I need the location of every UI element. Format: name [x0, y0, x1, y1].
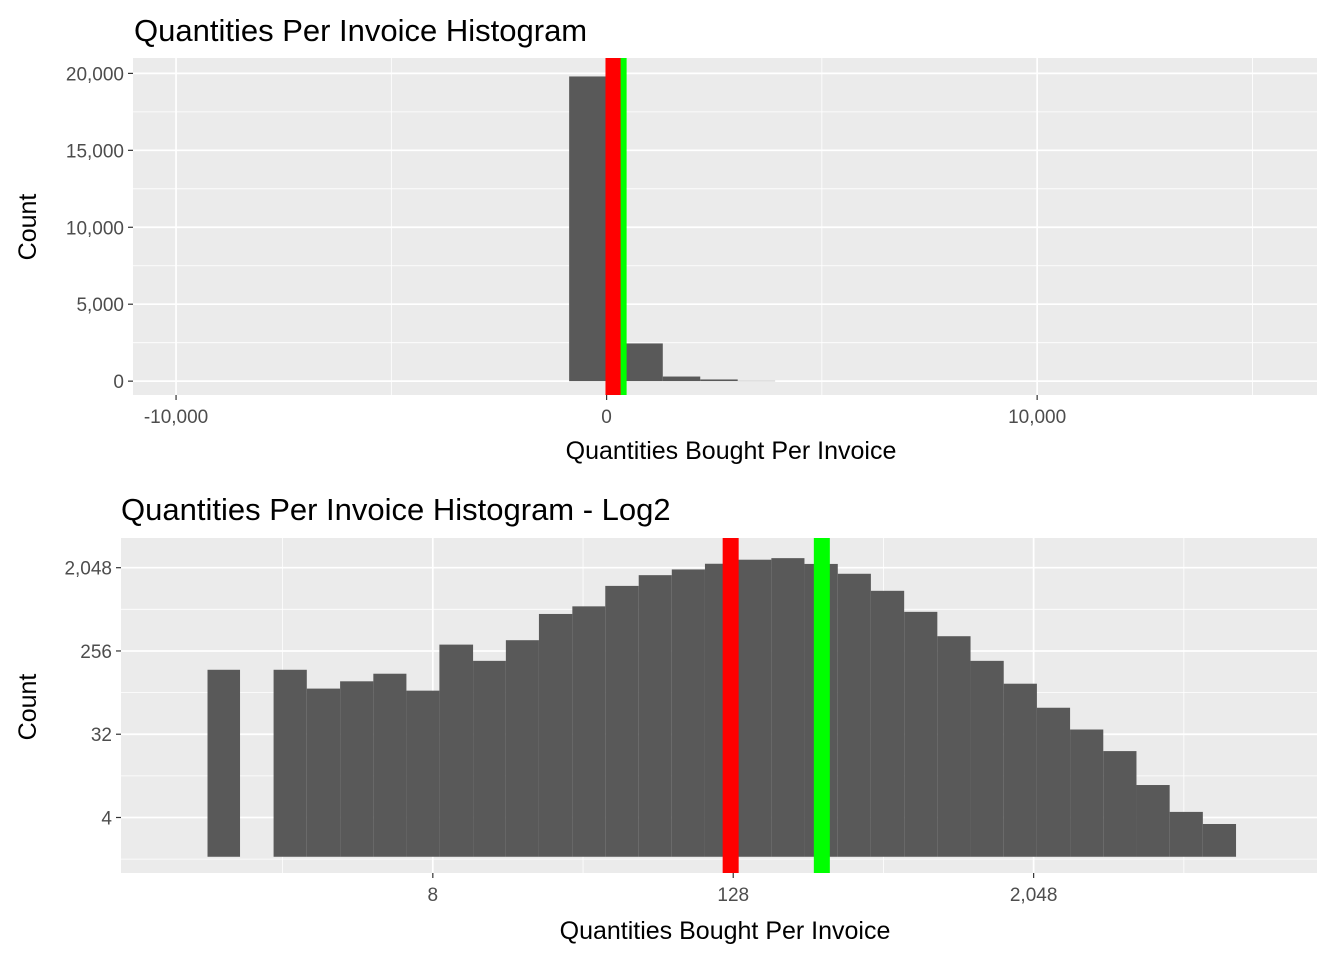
- y-axis-ticks: 4 32 256 2,048: [64, 559, 121, 829]
- y-tick-label: 32: [91, 725, 112, 746]
- x-tick-label: 2,048: [1010, 885, 1058, 906]
- histogram-log2-panel: Quantities Per Invoice Histogram - Log2 …: [14, 492, 1317, 945]
- histogram-bar: [273, 669, 307, 857]
- histogram-bar: [937, 636, 971, 857]
- histogram-bar: [505, 640, 539, 857]
- y-tick-label: 15,000: [66, 141, 124, 162]
- x-axis-title: Quantities Bought Per Invoice: [566, 437, 897, 465]
- histogram-bar: [306, 688, 341, 857]
- histogram-bar: [700, 379, 738, 382]
- y-tick-label: 5,000: [76, 295, 124, 316]
- x-axis-ticks: -10,000 0 10,000: [144, 395, 1066, 428]
- histogram-bar: [625, 343, 663, 382]
- y-tick-label: 4: [101, 808, 112, 829]
- y-tick-label: 2,048: [64, 559, 112, 580]
- reference-lines: [722, 538, 830, 873]
- chart-title: Quantities Per Invoice Histogram - Log2: [121, 492, 671, 527]
- histogram-bar: [970, 660, 1004, 857]
- y-tick-label: 20,000: [66, 64, 124, 85]
- histogram-bar: [671, 569, 705, 857]
- x-axis-ticks: 8 128 2,048: [428, 873, 1058, 906]
- y-tick-label: 10,000: [66, 218, 124, 239]
- histogram-bar: [538, 613, 573, 857]
- y-tick-label: 0: [113, 372, 124, 393]
- histogram-bar: [1003, 683, 1037, 857]
- histogram-bars: [569, 76, 776, 382]
- histogram-bar: [662, 376, 701, 382]
- histogram-bar: [1169, 811, 1203, 857]
- histogram-bar: [1103, 751, 1137, 857]
- histogram-linear-panel: Quantities Per Invoice Histogram 0 5,000 1…: [14, 13, 1317, 465]
- y-tick-label: 256: [80, 642, 112, 663]
- x-axis-title: Quantities Bought Per Invoice: [560, 917, 891, 945]
- histogram-bars: [207, 558, 1237, 857]
- histogram-bar: [771, 558, 805, 857]
- histogram-bar: [1202, 823, 1237, 857]
- reference-lines: [605, 58, 627, 395]
- histogram-bar: [473, 660, 506, 857]
- histogram-bar: [1136, 785, 1170, 857]
- histogram-bar: [1070, 729, 1104, 857]
- histogram-bar: [638, 575, 672, 857]
- x-tick-label: -10,000: [144, 407, 208, 428]
- histogram-bar: [569, 76, 607, 382]
- histogram-bar: [1036, 707, 1071, 857]
- x-tick-label: 10,000: [1008, 407, 1066, 428]
- x-tick-label: 8: [428, 885, 439, 906]
- histogram-bar: [406, 690, 440, 857]
- histogram-bar: [605, 585, 639, 857]
- x-tick-label: 0: [601, 407, 612, 428]
- histogram-bar: [837, 573, 871, 857]
- histogram-bar: [572, 606, 606, 857]
- y-axis-title: Count: [14, 674, 42, 741]
- chart-title: Quantities Per Invoice Histogram: [134, 13, 587, 48]
- histogram-bar: [340, 681, 374, 857]
- x-tick-label: 128: [717, 885, 749, 906]
- histogram-bar: [870, 590, 905, 857]
- histogram-bar: [904, 611, 938, 857]
- histogram-bar: [373, 673, 407, 857]
- histogram-bar: [439, 644, 474, 857]
- y-axis-ticks: 0 5,000 10,000 15,000 20,000: [66, 64, 133, 393]
- histogram-bar: [738, 559, 772, 857]
- y-axis-title: Count: [14, 194, 42, 261]
- histogram-bar: [207, 669, 241, 857]
